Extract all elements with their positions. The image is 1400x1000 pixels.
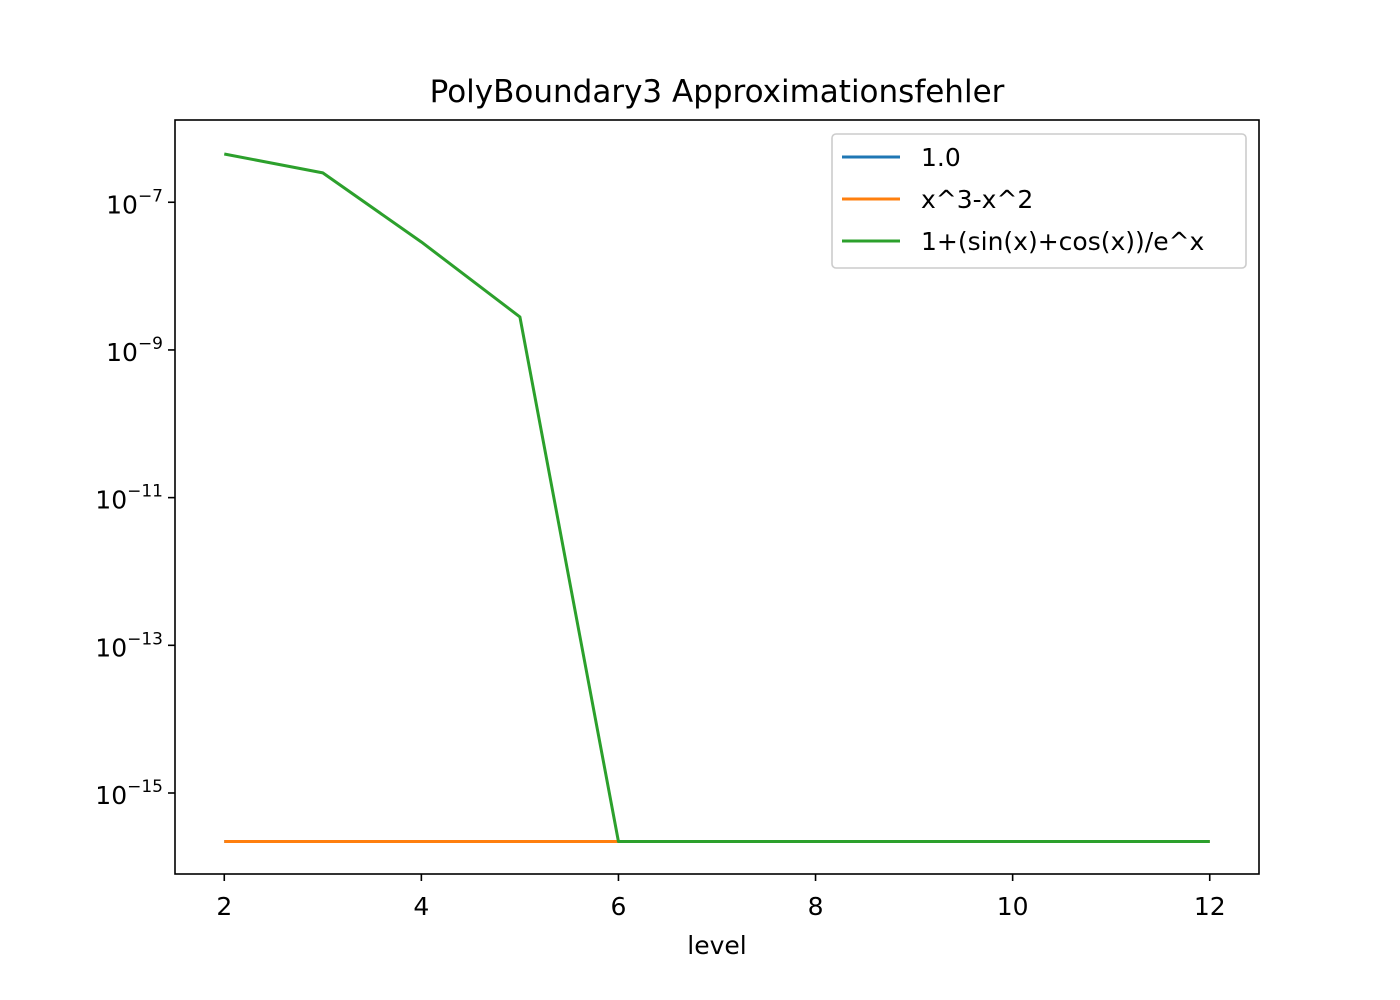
y-tick-base: 10 bbox=[95, 781, 127, 810]
y-tick-base: 10 bbox=[106, 190, 138, 219]
chart-title: PolyBoundary3 Approximationsfehler bbox=[430, 74, 1005, 110]
y-tick-label: 10−11 bbox=[95, 482, 163, 515]
legend-label-2: 1+(sin(x)+cos(x))/e^x bbox=[921, 227, 1204, 256]
plot-lines bbox=[223, 152, 1210, 844]
y-tick-exponent: −15 bbox=[127, 777, 163, 797]
x-tick-label: 4 bbox=[413, 892, 429, 921]
series-line-2 bbox=[223, 152, 1210, 844]
y-tick-exponent: −9 bbox=[138, 334, 163, 354]
y-tick-label: 10−15 bbox=[95, 777, 163, 810]
x-axis-label: level bbox=[687, 931, 746, 960]
legend-label-0: 1.0 bbox=[921, 143, 961, 172]
y-tick-base: 10 bbox=[95, 633, 127, 662]
y-tick-label: 10−13 bbox=[95, 629, 163, 662]
x-tick-label: 12 bbox=[1194, 892, 1226, 921]
x-tick-label: 2 bbox=[216, 892, 232, 921]
x-tick-label: 8 bbox=[808, 892, 824, 921]
legend-box bbox=[831, 133, 1247, 269]
y-tick-base: 10 bbox=[106, 338, 138, 367]
y-tick-label: 10−7 bbox=[106, 186, 163, 219]
y-tick-exponent: −11 bbox=[127, 482, 163, 502]
x-tick-label: 10 bbox=[997, 892, 1029, 921]
y-tick-exponent: −13 bbox=[127, 629, 163, 649]
y-tick-label: 10−9 bbox=[106, 334, 163, 367]
x-axis-ticks: 2 4 6 8 10 12 bbox=[216, 874, 1226, 921]
y-tick-exponent: −7 bbox=[138, 186, 163, 206]
legend-label-1: x^3-x^2 bbox=[921, 185, 1033, 214]
x-tick-label: 6 bbox=[611, 892, 627, 921]
y-tick-base: 10 bbox=[95, 486, 127, 515]
legend: 1.0 x^3-x^2 1+(sin(x)+cos(x))/e^x bbox=[831, 133, 1247, 269]
